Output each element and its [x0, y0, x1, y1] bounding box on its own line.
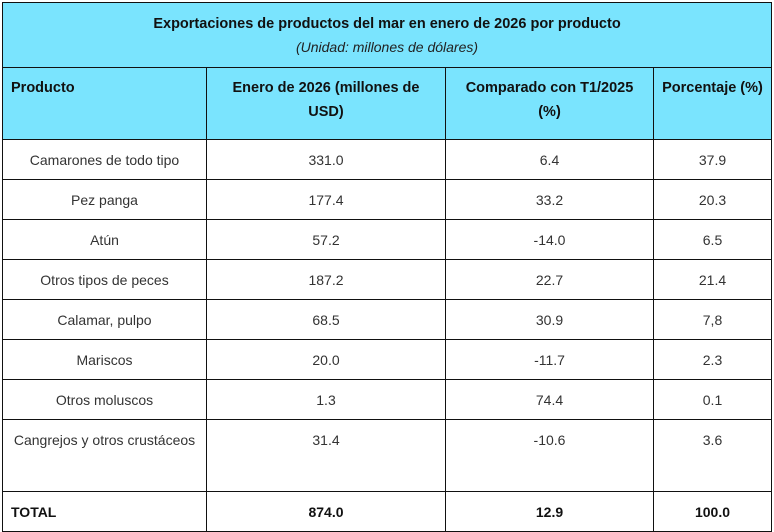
- cell-change: 33.2: [445, 179, 654, 220]
- table-row: Otros moluscos 1.3 74.4 0.1: [2, 379, 773, 420]
- table-row: Otros tipos de peces 187.2 22.7 21.4: [2, 259, 773, 300]
- cell-share: 20.3: [652, 179, 773, 220]
- cell-value: 187.2: [206, 259, 446, 300]
- cell-share: 2.3: [652, 339, 773, 380]
- header-enero-2026: Enero de 2026 (millones de USD): [206, 67, 446, 140]
- cell-product: Camarones de todo tipo: [2, 139, 207, 180]
- cell-product: Mariscos: [2, 339, 207, 380]
- cell-share: 0.1: [652, 379, 773, 420]
- table-row: Mariscos 20.0 -11.7 2.3: [2, 339, 773, 380]
- cell-share: 7,8: [652, 299, 773, 340]
- total-row: TOTAL 874.0 12.9 100.0: [2, 491, 773, 532]
- table-row: Camarones de todo tipo 331.0 6.4 37.9: [2, 139, 773, 180]
- cell-value: 20.0: [206, 339, 446, 380]
- cell-value: 68.5: [206, 299, 446, 340]
- table-title: Exportaciones de productos del mar en en…: [153, 16, 621, 32]
- cell-product: Pez panga: [2, 179, 207, 220]
- cell-share: 3.6: [652, 419, 773, 492]
- cell-value: 1.3: [206, 379, 446, 420]
- cell-change: -11.7: [445, 339, 654, 380]
- cell-share: 6.5: [652, 219, 773, 260]
- cell-share: 21.4: [652, 259, 773, 300]
- header-porcentaje: Porcentaje (%): [652, 67, 773, 140]
- cell-value: 177.4: [206, 179, 446, 220]
- title-row: Exportaciones de productos del mar en en…: [1, 2, 773, 68]
- table-row: Cangrejos y otros crustáceos 31.4 -10.6 …: [2, 419, 773, 492]
- table-subtitle: (Unidad: millones de dólares): [295, 39, 479, 55]
- cell-change: -14.0: [445, 219, 654, 260]
- cell-product: Calamar, pulpo: [2, 299, 207, 340]
- cell-change: -10.6: [445, 419, 654, 492]
- cell-change: 30.9: [445, 299, 654, 340]
- cell-product: Otros moluscos: [2, 379, 207, 420]
- header-producto: Producto: [2, 67, 207, 140]
- table-row: Calamar, pulpo 68.5 30.9 7,8: [2, 299, 773, 340]
- cell-value: 57.2: [206, 219, 446, 260]
- table-row: Pez panga 177.4 33.2 20.3: [2, 179, 773, 220]
- title-cell: Exportaciones de productos del mar en en…: [1, 2, 773, 68]
- cell-product: Atún: [2, 219, 207, 260]
- total-value: 874.0: [206, 491, 446, 532]
- total-label: TOTAL: [2, 491, 207, 532]
- cell-value: 331.0: [206, 139, 446, 180]
- total-change: 12.9: [445, 491, 654, 532]
- header-comparado: Comparado con T1/2025 (%): [445, 67, 654, 140]
- total-share: 100.0: [652, 491, 773, 532]
- header-row: Producto Enero de 2026 (millones de USD)…: [2, 67, 773, 140]
- cell-share: 37.9: [652, 139, 773, 180]
- cell-change: 6.4: [445, 139, 654, 180]
- cell-change: 74.4: [445, 379, 654, 420]
- cell-change: 22.7: [445, 259, 654, 300]
- table-row: Atún 57.2 -14.0 6.5: [2, 219, 773, 260]
- cell-value: 31.4: [206, 419, 446, 492]
- cell-product: Cangrejos y otros crustáceos: [2, 419, 207, 492]
- cell-product: Otros tipos de peces: [2, 259, 207, 300]
